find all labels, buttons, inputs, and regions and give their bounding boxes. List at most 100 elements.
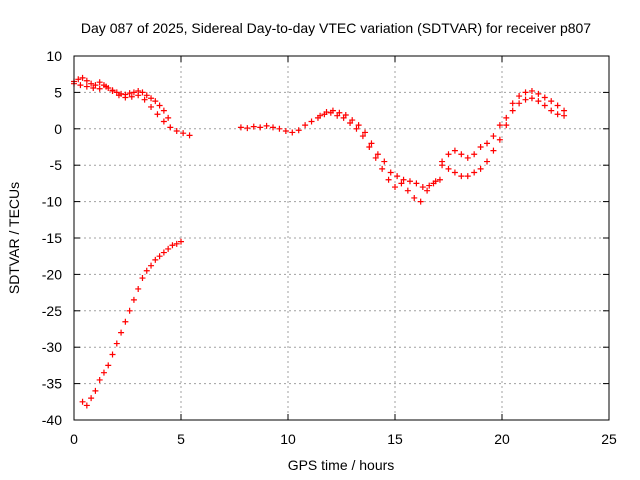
data-point <box>257 124 264 131</box>
data-point <box>385 176 392 183</box>
data-point <box>308 118 315 125</box>
data-point <box>237 124 244 131</box>
data-point <box>464 173 471 180</box>
series-arc-4-lower <box>439 95 568 180</box>
data-point <box>118 329 125 336</box>
data-point <box>336 109 343 116</box>
data-point <box>143 267 150 274</box>
series-arc-2 <box>79 238 184 409</box>
chart-title: Day 087 of 2025, Sidereal Day-to-day VTE… <box>81 20 591 36</box>
data-point <box>126 307 133 314</box>
data-point <box>561 112 568 119</box>
data-point <box>535 98 542 105</box>
data-point <box>509 100 516 107</box>
data-point <box>355 122 362 129</box>
data-point <box>477 165 484 172</box>
y-axis-title: SDTVAR / TECUs <box>6 182 22 294</box>
data-point <box>139 89 146 96</box>
data-point <box>289 129 296 136</box>
data-point <box>96 85 103 92</box>
data-point <box>503 114 510 121</box>
series-arc-1-lower <box>71 80 193 139</box>
data-point <box>392 184 398 191</box>
data-point <box>548 107 555 114</box>
y-tick-label: -15 <box>42 230 62 246</box>
x-tick-label: 20 <box>494 431 510 447</box>
data-point <box>96 376 103 383</box>
data-point <box>143 92 150 99</box>
y-tick-label: -30 <box>42 339 62 355</box>
data-point <box>398 180 405 187</box>
data-point <box>186 132 193 139</box>
data-point <box>113 340 120 347</box>
data-point <box>148 262 155 269</box>
data-point <box>404 187 411 194</box>
data-point <box>522 89 529 96</box>
x-tick-label: 25 <box>601 431 617 447</box>
data-point <box>79 398 86 405</box>
data-point <box>522 96 529 103</box>
data-point <box>372 154 379 161</box>
data-point <box>115 92 122 99</box>
data-point <box>152 256 159 263</box>
data-point <box>445 165 452 172</box>
data-point <box>156 102 163 109</box>
data-point <box>276 125 283 132</box>
data-point <box>323 109 330 116</box>
data-point <box>516 100 523 107</box>
y-tick-label: -25 <box>42 303 62 319</box>
data-point <box>484 158 491 165</box>
data-point <box>141 96 148 103</box>
data-point <box>451 147 458 154</box>
data-point <box>178 238 184 245</box>
data-point <box>503 122 510 129</box>
data-point <box>92 387 99 394</box>
y-tick-label: 0 <box>54 121 62 137</box>
y-tick-label: -40 <box>42 412 62 428</box>
data-point <box>490 133 497 140</box>
data-point <box>548 98 555 105</box>
x-tick-label: 15 <box>387 431 403 447</box>
data-point <box>122 318 129 325</box>
data-point <box>83 83 90 90</box>
data-point <box>379 165 386 172</box>
data-point <box>411 194 418 201</box>
data-point <box>165 114 172 121</box>
series-arc-4 <box>439 87 568 169</box>
data-point <box>96 79 103 86</box>
data-point <box>516 93 523 100</box>
data-point <box>156 253 163 260</box>
data-point <box>426 182 433 189</box>
y-tick-label: -5 <box>50 157 63 173</box>
data-point <box>366 144 373 150</box>
data-point <box>139 275 146 282</box>
data-point <box>317 112 324 119</box>
data-point <box>496 136 503 143</box>
data-point <box>381 158 388 165</box>
data-point <box>400 176 407 183</box>
data-point <box>554 102 561 109</box>
data-point <box>109 87 116 94</box>
data-point <box>169 242 176 249</box>
data-point <box>374 151 381 158</box>
data-point <box>103 83 110 90</box>
grid <box>74 56 609 420</box>
data-point <box>528 87 535 94</box>
data-point <box>88 80 95 87</box>
data-points <box>71 74 568 409</box>
data-point <box>439 158 446 165</box>
data-point <box>152 98 159 105</box>
data-point <box>436 176 443 183</box>
x-axis-title: GPS time / hours <box>288 457 395 473</box>
data-point <box>135 92 142 99</box>
data-point <box>509 107 516 114</box>
data-point <box>122 94 129 101</box>
series-arc-3-upper <box>317 107 439 191</box>
data-point <box>126 90 133 97</box>
y-tick-label: -35 <box>42 376 62 392</box>
plot-frame <box>73 55 610 421</box>
data-point <box>83 77 90 84</box>
data-point <box>90 85 97 92</box>
data-point <box>165 245 172 252</box>
data-point <box>471 151 478 158</box>
